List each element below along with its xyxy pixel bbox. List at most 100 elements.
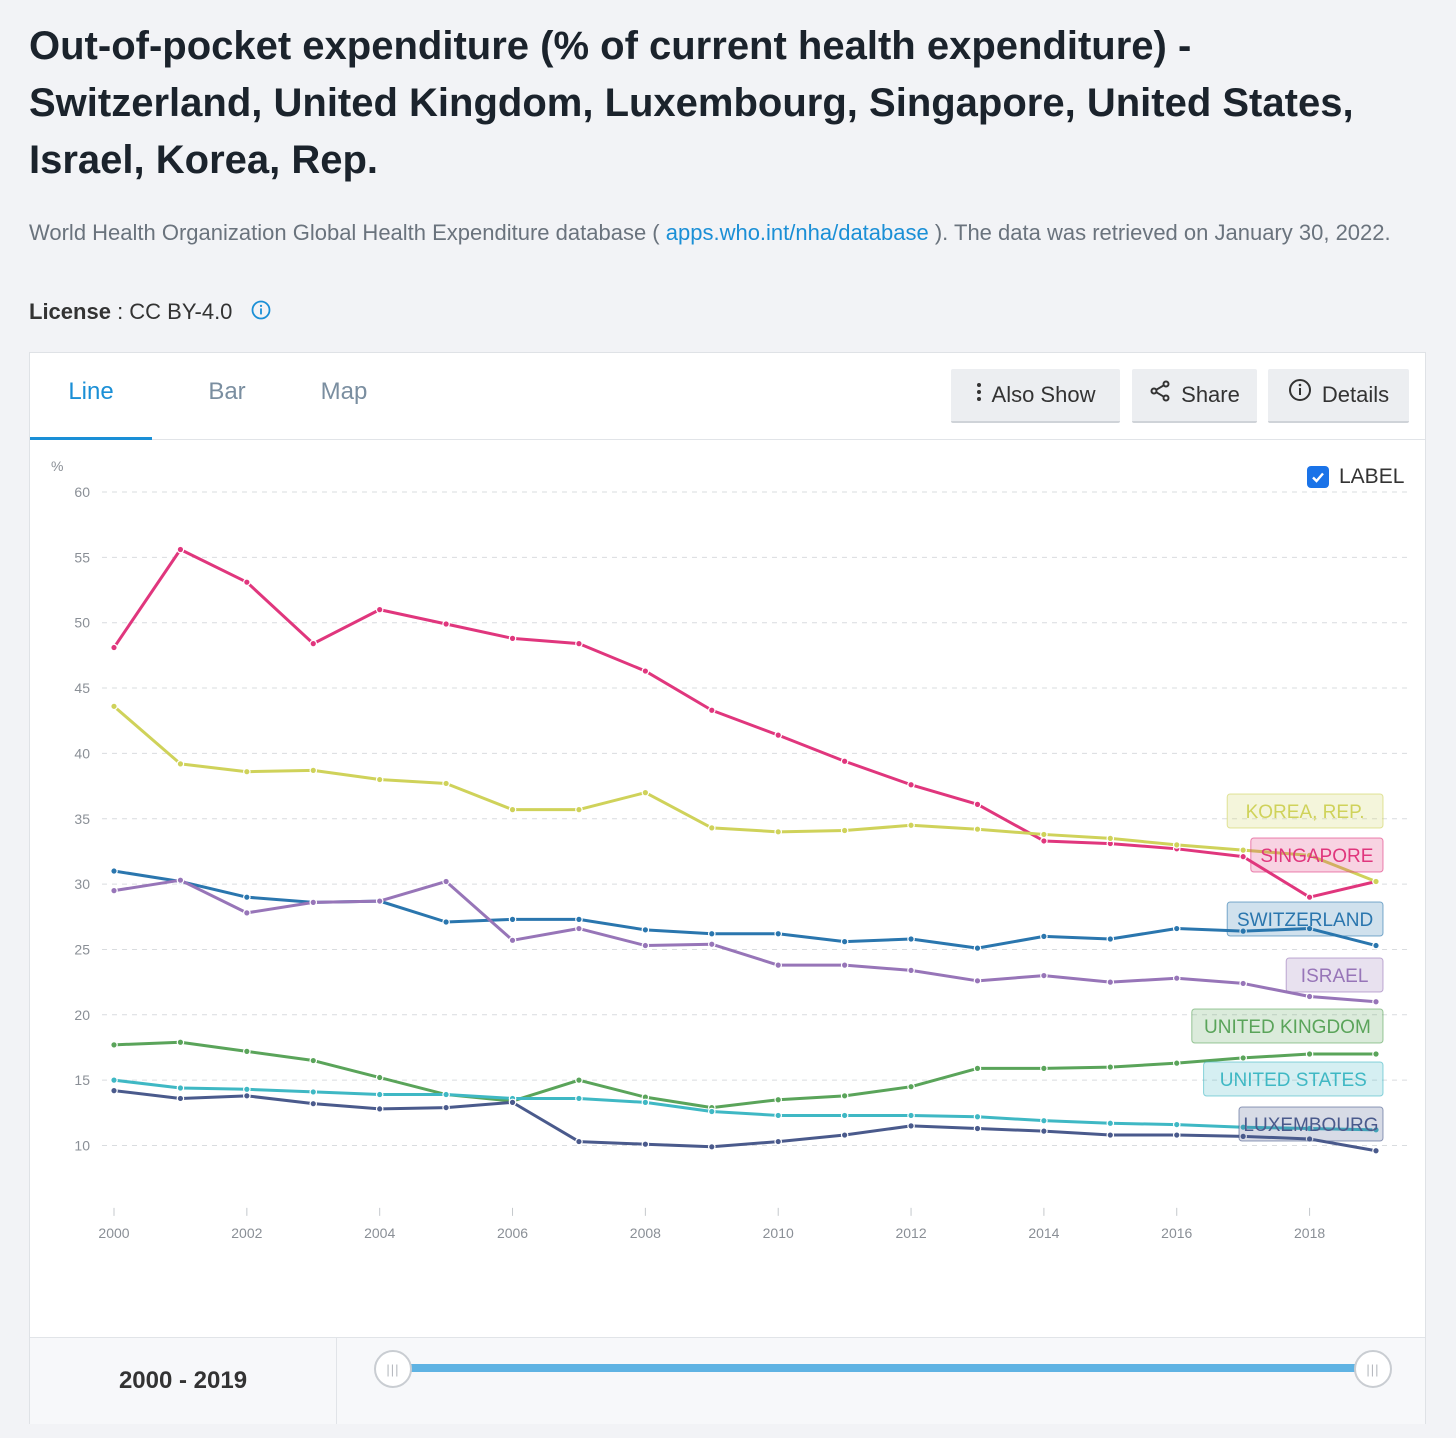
source-link[interactable]: apps.who.int/nha/database xyxy=(665,220,929,245)
x-tick-label: 2012 xyxy=(895,1225,926,1241)
data-point xyxy=(1172,974,1181,983)
data-point xyxy=(774,1095,783,1104)
data-point xyxy=(1305,992,1314,1001)
data-point xyxy=(442,1103,450,1112)
data-point xyxy=(1239,1123,1247,1132)
y-tick-label: 55 xyxy=(74,549,90,565)
data-point xyxy=(1239,852,1247,861)
y-tick-label: 30 xyxy=(74,876,90,892)
data-point xyxy=(508,936,517,945)
data-point xyxy=(907,780,915,789)
data-point xyxy=(1305,924,1314,933)
data-point xyxy=(1372,941,1380,950)
data-point xyxy=(575,1137,583,1146)
series-line xyxy=(112,548,1377,899)
series-label-text: UNITED STATES xyxy=(1220,1070,1367,1091)
y-tick-labels: 10 15 20 25 30 35 40 45 50 55 60 xyxy=(74,484,90,1154)
data-point xyxy=(375,1090,384,1099)
series-label-box xyxy=(1238,1106,1384,1142)
data-point xyxy=(907,966,915,975)
data-point xyxy=(309,1099,318,1108)
data-point xyxy=(1239,846,1247,854)
tab-line[interactable]: Line xyxy=(30,353,152,440)
data-point xyxy=(840,1111,849,1120)
series-label-box xyxy=(1203,1061,1384,1097)
series-label-box xyxy=(1285,957,1384,993)
data-point xyxy=(641,788,650,797)
tab-bar[interactable]: Bar xyxy=(208,378,246,405)
share-button[interactable]: Share xyxy=(1132,369,1257,423)
data-point xyxy=(973,977,982,985)
x-tick-label: 2014 xyxy=(1028,1225,1059,1241)
data-point xyxy=(973,1064,982,1073)
y-tick-label: 25 xyxy=(74,941,90,957)
data-point xyxy=(641,667,650,675)
data-point xyxy=(1239,1132,1247,1141)
data-point xyxy=(1305,1050,1314,1058)
data-point xyxy=(442,620,450,628)
data-point xyxy=(309,1056,318,1065)
data-point xyxy=(907,821,915,830)
data-point xyxy=(774,1137,783,1146)
data-point xyxy=(176,876,185,884)
details-label: Details xyxy=(1321,382,1390,407)
data-point xyxy=(1040,837,1048,845)
series-label-text: UNITED KINGDOM xyxy=(1204,1017,1371,1038)
tab-map[interactable]: Map xyxy=(320,378,368,405)
data-point xyxy=(1106,1063,1115,1071)
series-line xyxy=(113,1078,1377,1132)
also-show-button[interactable]: Also Show xyxy=(951,369,1120,423)
data-point xyxy=(176,1084,185,1092)
data-point xyxy=(243,909,251,917)
range-handle-end[interactable]: ||| xyxy=(1354,1350,1392,1388)
series-label: SINGAPORE xyxy=(1250,837,1384,873)
data-point xyxy=(1106,978,1115,986)
range-handle-start[interactable]: ||| xyxy=(374,1350,412,1388)
y-tick-label: 50 xyxy=(74,615,90,631)
series-line xyxy=(113,705,1377,883)
data-point xyxy=(1305,893,1314,901)
data-point xyxy=(110,1086,118,1095)
data-point xyxy=(110,702,118,711)
info-icon[interactable] xyxy=(251,297,271,329)
source-suffix: ). The data was retrieved on January 30,… xyxy=(934,220,1391,245)
data-point xyxy=(1372,1126,1380,1134)
data-point xyxy=(641,1140,650,1148)
data-point xyxy=(243,578,251,586)
info-circle-icon xyxy=(1288,369,1312,421)
x-tick-label: 2018 xyxy=(1294,1225,1325,1241)
data-point xyxy=(1239,927,1247,935)
series-line xyxy=(113,1089,1377,1153)
source-text: World Health Organization Global Health … xyxy=(29,213,1429,253)
data-point xyxy=(840,826,849,835)
data-point xyxy=(508,1098,517,1107)
data-point xyxy=(1172,1059,1181,1067)
data-point xyxy=(1372,877,1380,886)
data-point xyxy=(1040,1127,1048,1135)
range-slider-track[interactable] xyxy=(394,1364,1374,1372)
data-point xyxy=(907,935,915,943)
data-point xyxy=(309,639,318,648)
data-point xyxy=(575,915,583,924)
data-point xyxy=(1106,834,1115,843)
data-point xyxy=(375,775,384,784)
details-button[interactable]: Details xyxy=(1268,369,1409,423)
y-tick-label: 15 xyxy=(74,1072,90,1088)
data-point xyxy=(1172,1120,1181,1129)
data-point xyxy=(575,639,583,648)
data-point xyxy=(707,1107,716,1116)
data-point xyxy=(707,1143,716,1151)
x-tick-labels: 2000 2002 2004 2006 2008 2010 2012 2014 2016 2018 xyxy=(98,1207,1325,1241)
data-point xyxy=(1372,997,1380,1006)
share-label: Share xyxy=(1181,382,1240,407)
chart-tabs: Line Bar Map Also Show Share Details xyxy=(30,353,1425,440)
label-toggle[interactable]: LABEL xyxy=(1307,463,1404,491)
data-point xyxy=(774,929,783,938)
checkbox-checked-icon[interactable] xyxy=(1307,466,1329,488)
data-point xyxy=(176,545,185,554)
data-point xyxy=(375,1073,384,1082)
series-label-box xyxy=(1250,837,1384,873)
data-point xyxy=(243,1085,251,1094)
x-tick-label: 2008 xyxy=(630,1225,661,1241)
license-label: License xyxy=(29,299,111,324)
